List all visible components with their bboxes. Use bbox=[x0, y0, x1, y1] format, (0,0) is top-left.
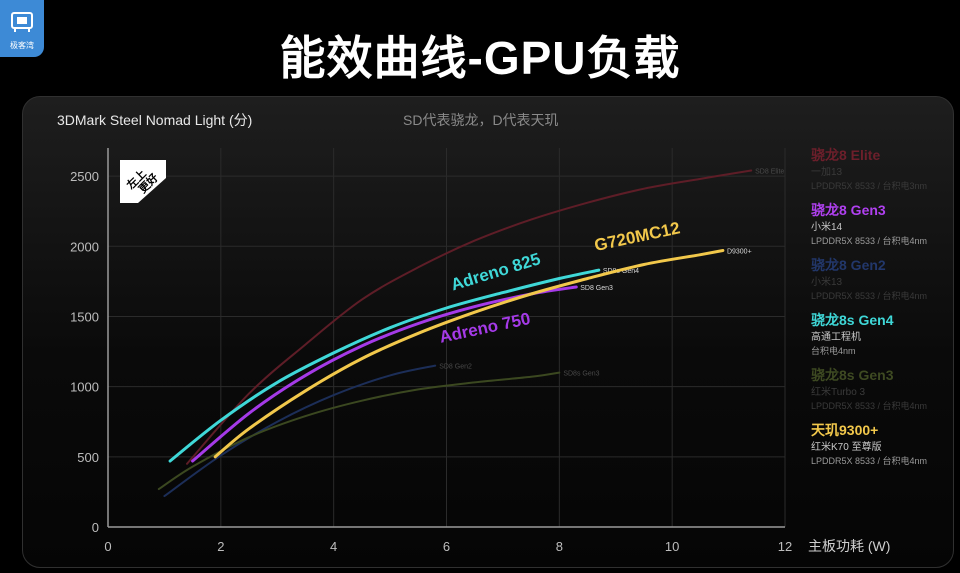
curve-label-d9300-: G720MC12 bbox=[593, 218, 682, 255]
legend-spec: LPDDR5X 8533 / 台积电4nm bbox=[811, 455, 927, 466]
y-tick-label: 2000 bbox=[70, 239, 99, 254]
y-tick-label: 2500 bbox=[70, 169, 99, 184]
x-tick-label: 4 bbox=[330, 539, 337, 554]
axes: 0 2 4 6 8 10 12 0 500 1000 1500 2000 2500 bbox=[70, 148, 792, 554]
x-tick-label: 2 bbox=[217, 539, 224, 554]
chart-panel bbox=[22, 96, 954, 568]
legend-spec: LPDDR5X 8533 / 台积电4nm bbox=[811, 400, 927, 411]
chart-subtitle: SD代表骁龙，D代表天玑 bbox=[403, 112, 559, 128]
legend-device: 小米13 bbox=[811, 275, 843, 288]
curve-label-sd8-gen3: Adreno 750 bbox=[438, 309, 533, 347]
legend-device: 红米Turbo 3 bbox=[811, 385, 866, 398]
legend-entry: 骁龙8 Gen3 小米14 LPDDR5X 8533 / 台积电4nm bbox=[811, 202, 927, 246]
series-line-d9300- bbox=[213, 249, 725, 459]
series-line-sd8-gen2 bbox=[163, 364, 437, 498]
y-tick-label: 500 bbox=[77, 450, 99, 465]
chip-logo-icon bbox=[11, 12, 33, 32]
legend-spec: 台积电4nm bbox=[811, 345, 856, 356]
end-label-d9300-: D9300+ bbox=[727, 248, 752, 255]
curve-label-sd8s-gen4: Adreno 825 bbox=[449, 249, 543, 294]
chart-title: 3DMark Steel Nomad Light (分) bbox=[57, 112, 252, 128]
page-title: 能效曲线-GPU负载 bbox=[279, 32, 681, 84]
badge-shape bbox=[120, 160, 166, 203]
end-label-sd8-gen3: SD8 Gen3 bbox=[580, 285, 613, 292]
end-label-sd8-gen2: SD8 Gen2 bbox=[439, 364, 472, 371]
legend-title: 骁龙8s Gen4 bbox=[811, 312, 894, 328]
legend-device: 红米K70 至尊版 bbox=[811, 440, 882, 453]
legend-entry: 骁龙8 Gen2 小米13 LPDDR5X 8533 / 台积电4nm bbox=[811, 257, 927, 301]
x-tick-label: 0 bbox=[104, 539, 111, 554]
series-lines: SD8 Elite SD8 Gen2 SD8s Gen3 SD8 Gen3 Adreno… bbox=[157, 168, 784, 498]
x-tick-label: 6 bbox=[443, 539, 450, 554]
series-line-sd8s-gen3 bbox=[157, 371, 561, 491]
legend-entry: 骁龙8s Gen3 红米Turbo 3 LPDDR5X 8533 / 台积电4nm bbox=[811, 367, 927, 411]
y-tick-label: 1500 bbox=[70, 309, 99, 324]
legend-device: 高通工程机 bbox=[811, 330, 861, 343]
legend: 骁龙8 Elite 一加13 LPDDR5X 8533 / 台积电3nm 骁龙8 Ge… bbox=[811, 147, 927, 466]
y-tick-label: 0 bbox=[92, 520, 99, 535]
x-tick-label: 12 bbox=[778, 539, 792, 554]
x-axis-label: 主板功耗 (W) bbox=[808, 538, 890, 554]
brand-logo: 极客湾 bbox=[0, 0, 44, 57]
legend-title: 骁龙8 Gen3 bbox=[811, 202, 886, 218]
legend-spec: LPDDR5X 8533 / 台积电4nm bbox=[811, 235, 927, 246]
legend-device: 小米14 bbox=[811, 220, 843, 233]
legend-entry: 天玑9300+ 红米K70 至尊版 LPDDR5X 8533 / 台积电4nm bbox=[811, 422, 927, 466]
logo-text: 极客湾 bbox=[10, 41, 34, 50]
legend-spec: LPDDR5X 8533 / 台积电4nm bbox=[811, 290, 927, 301]
legend-entry: 骁龙8 Elite 一加13 LPDDR5X 8533 / 台积电3nm bbox=[811, 147, 927, 191]
series-line-sd8-elite bbox=[186, 169, 753, 465]
end-label-sd8s-gen3: SD8s Gen3 bbox=[563, 371, 599, 378]
x-tick-label: 10 bbox=[665, 539, 679, 554]
legend-title: 骁龙8 Elite bbox=[811, 147, 880, 163]
end-label-sd8s-gen4: SD8s Gen4 bbox=[603, 268, 639, 275]
x-tick-label: 8 bbox=[556, 539, 563, 554]
legend-title: 天玑9300+ bbox=[811, 422, 878, 438]
legend-title: 骁龙8s Gen3 bbox=[811, 367, 894, 383]
end-label-sd8-elite: SD8 Elite bbox=[755, 168, 784, 175]
legend-title: 骁龙8 Gen2 bbox=[811, 257, 886, 273]
y-tick-label: 1000 bbox=[70, 380, 99, 395]
legend-device: 一加13 bbox=[811, 166, 843, 178]
series-line-sd8s-gen4 bbox=[168, 268, 601, 463]
legend-spec: LPDDR5X 8533 / 台积电3nm bbox=[811, 180, 927, 191]
